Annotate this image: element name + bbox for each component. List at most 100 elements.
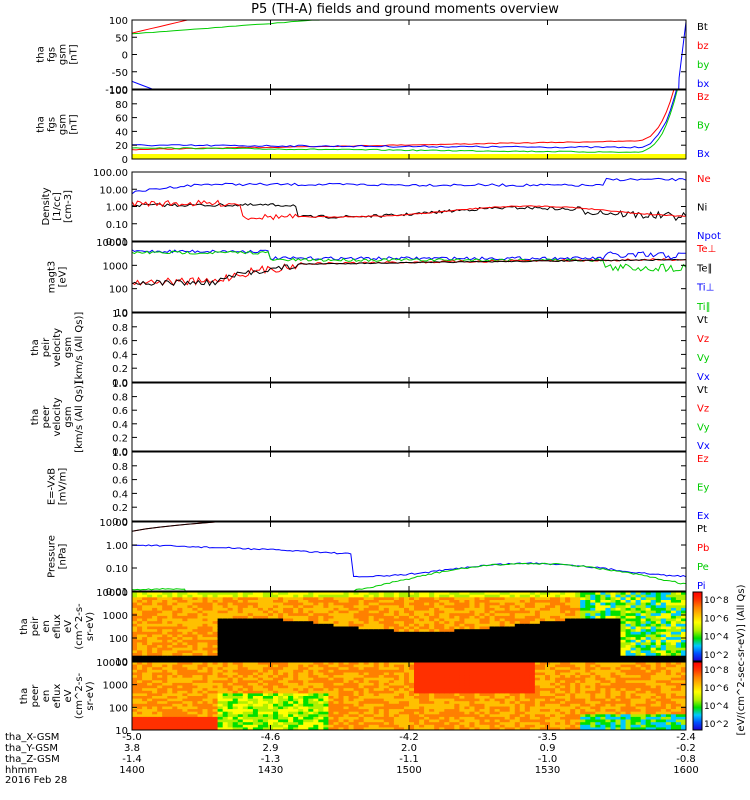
heatmap-cell bbox=[152, 719, 158, 723]
heatmap-cell bbox=[464, 653, 470, 657]
heatmap-cell bbox=[328, 727, 334, 730]
heatmap-cell bbox=[273, 696, 279, 700]
heatmap-cell bbox=[620, 610, 627, 614]
heatmap-cell bbox=[509, 600, 516, 604]
heatmap-cell bbox=[157, 634, 163, 638]
heatmap-cell bbox=[278, 642, 284, 646]
heatmap-cell bbox=[439, 675, 445, 679]
heatmap-cell bbox=[257, 724, 264, 728]
heatmap-cell bbox=[207, 618, 214, 622]
heatmap-cell bbox=[197, 724, 204, 728]
heatmap-cell bbox=[509, 637, 516, 641]
heatmap-cell bbox=[469, 711, 475, 715]
heatmap-cell bbox=[177, 669, 183, 673]
heatmap-cell bbox=[348, 642, 355, 646]
heatmap-cell bbox=[373, 714, 380, 718]
heatmap-cell bbox=[353, 594, 360, 598]
heatmap-cell bbox=[404, 642, 410, 646]
heatmap-cell bbox=[232, 626, 239, 630]
heatmap-cell bbox=[298, 610, 304, 614]
heatmap-cell bbox=[202, 600, 209, 604]
heatmap-cell bbox=[444, 711, 450, 715]
heatmap-cell bbox=[247, 639, 254, 644]
heatmap-cell bbox=[278, 592, 284, 596]
heatmap-cell bbox=[293, 698, 299, 702]
heatmap-cell bbox=[217, 650, 224, 654]
heatmap-cell bbox=[268, 605, 274, 609]
heatmap-cell bbox=[534, 650, 541, 654]
heatmap-cell bbox=[328, 693, 334, 697]
heatmap-cell bbox=[575, 607, 581, 612]
heatmap-cell bbox=[454, 667, 460, 671]
heatmap-cell bbox=[383, 618, 390, 622]
heatmap-cell bbox=[278, 650, 284, 654]
heatmap-cell bbox=[172, 703, 178, 707]
heatmap-cell bbox=[142, 631, 148, 636]
heatmap-cell bbox=[232, 605, 239, 609]
heatmap-cell bbox=[318, 634, 324, 638]
heatmap-cell bbox=[232, 672, 239, 676]
heatmap-cell bbox=[373, 669, 380, 673]
heatmap-cell bbox=[474, 631, 481, 636]
heatmap-cell bbox=[681, 629, 686, 633]
heatmap-cell bbox=[217, 722, 224, 726]
heatmap-cell bbox=[167, 645, 173, 649]
heatmap-cell bbox=[605, 650, 611, 654]
heatmap-cell bbox=[429, 698, 435, 702]
heatmap-cell bbox=[152, 615, 158, 620]
heatmap-cell bbox=[439, 696, 445, 700]
heatmap-cell bbox=[373, 655, 380, 659]
heatmap-cell bbox=[409, 714, 415, 718]
heatmap-cell bbox=[227, 662, 234, 666]
heatmap-cell bbox=[157, 680, 163, 684]
heatmap-cell bbox=[298, 724, 304, 728]
heatmap-cell bbox=[409, 672, 415, 676]
heatmap-cell bbox=[293, 597, 299, 601]
heatmap-cell bbox=[560, 623, 566, 628]
heatmap-cell bbox=[539, 637, 546, 641]
heatmap-cell bbox=[318, 600, 324, 604]
heatmap-cell bbox=[545, 631, 551, 636]
heatmap-cell bbox=[217, 716, 224, 721]
heatmap-cell bbox=[142, 682, 148, 687]
heatmap-cell bbox=[570, 602, 576, 606]
heatmap-cell bbox=[262, 669, 269, 673]
heatmap-cell bbox=[182, 662, 188, 666]
heatmap-cell bbox=[469, 714, 475, 718]
heatmap-cell bbox=[398, 711, 405, 715]
heatmap-cell bbox=[524, 637, 531, 641]
heatmap-cell bbox=[469, 701, 475, 705]
heatmap-cell bbox=[147, 631, 153, 636]
heatmap-cell bbox=[378, 677, 385, 681]
heatmap-cell bbox=[459, 688, 465, 692]
heatmap-cell bbox=[278, 672, 284, 676]
heatmap-cell bbox=[172, 597, 178, 601]
series-pi bbox=[132, 544, 686, 578]
heatmap-cell bbox=[328, 703, 334, 707]
heatmap-cell bbox=[565, 610, 571, 614]
heatmap-cell bbox=[278, 706, 284, 710]
heatmap-cell bbox=[207, 714, 214, 718]
heatmap-cell bbox=[675, 639, 682, 644]
heatmap-cell bbox=[212, 655, 219, 659]
heatmap-cell bbox=[132, 680, 138, 684]
heatmap-cell bbox=[257, 696, 264, 700]
panel-frame bbox=[131, 382, 687, 452]
heatmap-cell bbox=[449, 629, 455, 633]
heatmap-cell bbox=[353, 675, 360, 679]
heatmap-cell bbox=[217, 706, 224, 710]
heatmap-cell bbox=[222, 680, 229, 684]
heatmap-cell bbox=[303, 696, 309, 700]
heatmap-cell bbox=[454, 645, 460, 649]
heatmap-cell bbox=[625, 642, 632, 646]
heatmap-cell bbox=[665, 626, 672, 630]
heatmap-cell bbox=[464, 615, 470, 620]
y-axis-label: tha bbox=[36, 116, 47, 132]
heatmap-cell bbox=[615, 600, 622, 604]
heatmap-cell bbox=[388, 706, 395, 710]
heatmap-cell bbox=[227, 629, 234, 633]
heatmap-cell bbox=[273, 690, 279, 694]
heatmap-cell bbox=[358, 610, 365, 614]
heatmap-cell bbox=[262, 655, 269, 659]
heatmap-cell bbox=[353, 658, 360, 661]
